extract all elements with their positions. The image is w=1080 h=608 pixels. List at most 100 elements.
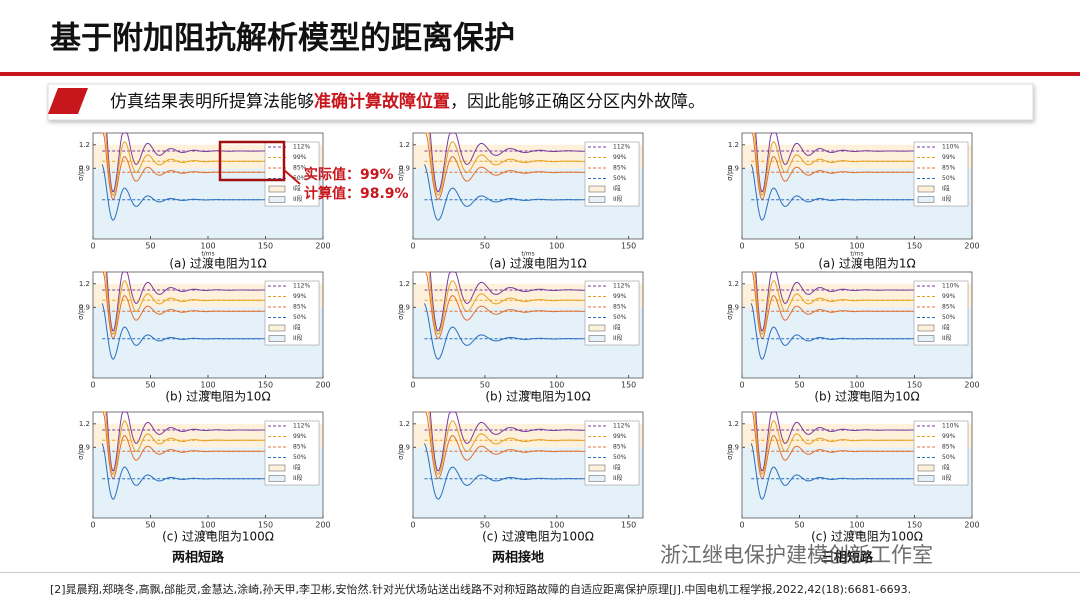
legend-label: 99% <box>293 293 307 300</box>
legend-swatch <box>268 324 286 332</box>
legend-label: II段 <box>613 334 623 342</box>
legend-label: 85% <box>293 444 307 451</box>
x-tick-label: 200 <box>964 381 979 390</box>
legend-label: I段 <box>942 464 950 472</box>
x-tick-label: 200 <box>964 242 979 251</box>
legend-label: 50% <box>613 175 627 182</box>
x-tick-label: 150 <box>907 381 922 390</box>
legend-swatch <box>917 475 935 482</box>
x-tick-label: 150 <box>907 521 922 530</box>
caption: (b) 过渡电阻为10Ω <box>165 389 270 404</box>
legend-label: I段 <box>293 464 301 472</box>
x-axis-label: t/ms <box>201 251 214 258</box>
footer-rule <box>0 572 1080 573</box>
x-axis-label: t/ms <box>850 251 863 258</box>
x-tick-label: 0 <box>90 381 95 390</box>
x-tick-label: 200 <box>315 521 330 530</box>
curve <box>424 132 592 200</box>
legend-label: 99% <box>613 293 627 300</box>
x-tick-label: 0 <box>739 242 744 251</box>
legend-swatch <box>268 185 286 193</box>
legend-label: 110% <box>942 144 959 151</box>
subtitle-marker <box>48 88 88 114</box>
legend <box>264 420 320 486</box>
x-tick-label: 50 <box>794 381 804 390</box>
y-tick-label: 1.2 <box>399 141 410 149</box>
x-tick-label: 150 <box>907 242 922 251</box>
x-tick-label: 0 <box>739 381 744 390</box>
title: 基于附加阻抗解析模型的距离保护 <box>50 21 515 57</box>
legend <box>264 141 320 207</box>
legend-label: 85% <box>942 444 956 451</box>
legend-swatch <box>917 464 935 472</box>
y-tick-label: 0.9 <box>399 303 410 311</box>
y-axis-label: σ/pu <box>726 165 734 181</box>
subtitle-highlight: 准确计算故障位置 <box>314 91 450 112</box>
caption: (c) 过渡电阻为100Ω <box>811 529 923 544</box>
legend <box>584 280 640 346</box>
curve <box>424 303 592 360</box>
group-label: 两相接地 <box>492 550 544 566</box>
x-tick-label: 50 <box>794 242 804 251</box>
y-tick-label: 1.2 <box>79 420 90 428</box>
y-tick-label: 1.2 <box>79 141 90 149</box>
legend-swatch <box>588 324 606 332</box>
x-tick-label: 100 <box>849 381 864 390</box>
curve <box>424 411 592 472</box>
legend-label: 99% <box>613 154 627 161</box>
x-tick-label: 150 <box>258 521 273 530</box>
y-tick-label: 1.2 <box>728 280 739 288</box>
legend-label: 50% <box>942 454 956 461</box>
x-tick-label: 50 <box>145 521 155 530</box>
x-tick-label: 150 <box>621 521 636 530</box>
legend-label: 85% <box>942 304 956 311</box>
legend-swatch <box>268 335 286 342</box>
legend-swatch <box>268 196 286 203</box>
y-tick-label: 0.9 <box>79 164 90 172</box>
y-tick-label: 1.2 <box>79 280 90 288</box>
legend-label: 112% <box>293 423 310 430</box>
y-axis-label: σ/pu <box>726 444 734 460</box>
y-tick-label: 0.9 <box>728 164 739 172</box>
curve <box>424 271 592 332</box>
y-tick-label: 1.2 <box>399 420 410 428</box>
annotation: 实际值：99% <box>304 166 394 183</box>
caption: (c) 过渡电阻为100Ω <box>482 529 594 544</box>
legend-label: 99% <box>293 433 307 440</box>
legend-label: 85% <box>293 304 307 311</box>
x-tick-label: 0 <box>410 521 415 530</box>
legend-label: 50% <box>293 175 307 182</box>
x-tick-label: 50 <box>794 521 804 530</box>
plot-frame <box>412 271 644 379</box>
y-tick-label: 0.9 <box>728 303 739 311</box>
caption: (a) 过渡电阻为1Ω <box>489 256 586 271</box>
watermark: 浙江继电保护建模创新工作室 <box>660 543 933 567</box>
x-tick-label: 150 <box>258 381 273 390</box>
legend-label: 50% <box>293 454 307 461</box>
legend-label: I段 <box>293 324 301 332</box>
legend-swatch <box>588 196 606 203</box>
x-tick-label: 0 <box>739 521 744 530</box>
legend-label: 112% <box>613 423 630 430</box>
y-axis-label: σ/pu <box>77 304 85 320</box>
legend-label: I段 <box>613 464 621 472</box>
x-tick-label: 50 <box>480 242 490 251</box>
y-axis-label: σ/pu <box>726 304 734 320</box>
legend-label: 112% <box>613 283 630 290</box>
legend <box>913 141 969 207</box>
caption: (c) 过渡电阻为100Ω <box>162 529 274 544</box>
legend-swatch <box>268 475 286 482</box>
x-axis-label: t/ms <box>521 251 534 258</box>
legend-label: I段 <box>293 185 301 193</box>
legend-label: II段 <box>293 474 303 482</box>
legend-label: II段 <box>942 474 952 482</box>
y-tick-label: 0.9 <box>728 443 739 451</box>
plot-frame <box>412 411 644 519</box>
curve <box>424 271 592 335</box>
legend <box>584 141 640 207</box>
curve <box>424 411 592 475</box>
y-axis-label: σ/pu <box>397 444 405 460</box>
legend-swatch <box>917 196 935 203</box>
